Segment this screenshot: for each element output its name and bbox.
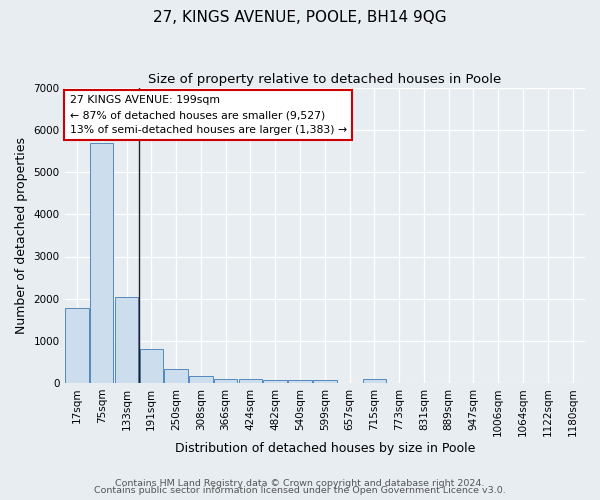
X-axis label: Distribution of detached houses by size in Poole: Distribution of detached houses by size … (175, 442, 475, 455)
Bar (164, 368, 188, 383)
Title: Size of property relative to detached houses in Poole: Size of property relative to detached ho… (148, 72, 502, 86)
Bar (189, 376, 212, 383)
Text: Contains HM Land Registry data © Crown copyright and database right 2024.: Contains HM Land Registry data © Crown c… (115, 478, 485, 488)
Bar (115, 296, 138, 383)
Bar (140, 348, 163, 383)
Text: 27, KINGS AVENUE, POOLE, BH14 9QG: 27, KINGS AVENUE, POOLE, BH14 9QG (153, 10, 447, 25)
Bar (362, 380, 386, 383)
Bar (313, 380, 337, 383)
Y-axis label: Number of detached properties: Number of detached properties (15, 137, 28, 334)
Bar (90, 143, 113, 383)
Bar (263, 380, 287, 383)
Bar (214, 379, 238, 383)
Text: Contains public sector information licensed under the Open Government Licence v3: Contains public sector information licen… (94, 486, 506, 495)
Bar (65, 308, 89, 383)
Bar (288, 380, 312, 383)
Text: 27 KINGS AVENUE: 199sqm
← 87% of detached houses are smaller (9,527)
13% of semi: 27 KINGS AVENUE: 199sqm ← 87% of detache… (70, 96, 347, 135)
Bar (239, 380, 262, 383)
